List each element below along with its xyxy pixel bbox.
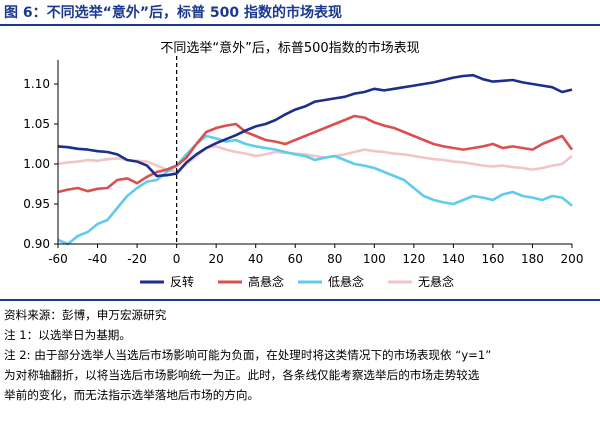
source-note: 资料来源：彭博，申万宏源研究 bbox=[4, 308, 167, 322]
x-tick-label: 0 bbox=[173, 252, 181, 266]
y-tick-label: 0.95 bbox=[23, 197, 50, 211]
figure-header: 图 6：不同选举“意外”后，标普 500 指数的市场表现 bbox=[0, 0, 600, 26]
chart-title: 不同选举“意外”后，标普500指数的市场表现 bbox=[160, 40, 419, 56]
note-1: 注 1：以选举日为基期。 bbox=[4, 328, 131, 342]
note-2-line-3: 举前的变化，而无法指示选举落地后市场的方向。 bbox=[4, 388, 260, 402]
axes: 0.90 0.95 1.00 1.05 1.10 -60 -40 -20 0 20 40 60 80 10… bbox=[23, 60, 583, 266]
legend-label-0: 反转 bbox=[170, 274, 194, 289]
x-tick-label: 60 bbox=[288, 252, 303, 266]
x-tick-label: 180 bbox=[521, 252, 544, 266]
x-tick-label: 20 bbox=[209, 252, 224, 266]
x-tick-label: 140 bbox=[442, 252, 465, 266]
series-line-3 bbox=[57, 145, 573, 174]
x-tick-label: 100 bbox=[363, 252, 386, 266]
x-tick-label: -20 bbox=[127, 252, 147, 266]
line-chart: 不同选举“意外”后，标普500指数的市场表现 0.90 0.95 1.00 1.05 1… bbox=[23, 40, 583, 289]
title-rule bbox=[0, 24, 600, 26]
series-line-2 bbox=[57, 134, 573, 246]
x-tick-label: 80 bbox=[327, 252, 342, 266]
x-tick-label: 160 bbox=[481, 252, 504, 266]
x-tick-label: 120 bbox=[402, 252, 425, 266]
series-line-0 bbox=[57, 73, 573, 178]
series-line-1 bbox=[57, 114, 574, 194]
notes: 资料来源：彭博，申万宏源研究 注 1：以选举日为基期。 注 2: 由于部分选举人… bbox=[4, 305, 596, 405]
plot-area bbox=[57, 56, 574, 246]
x-tick-label: -60 bbox=[48, 252, 68, 266]
legend-label-2: 低悬念 bbox=[328, 274, 364, 289]
note-2-line-1: 注 2: 由于部分选举人当选后市场影响可能为负面，在处理时将这类情况下的市场表现… bbox=[4, 348, 492, 362]
legend-label-1: 高悬念 bbox=[248, 274, 284, 289]
figure-title: 图 6：不同选举“意外”后，标普 500 指数的市场表现 bbox=[4, 5, 342, 21]
y-tick-label: 0.90 bbox=[23, 237, 50, 251]
bottom-rule bbox=[0, 299, 600, 301]
x-tick-label: 200 bbox=[561, 252, 584, 266]
legend-label-3: 无悬念 bbox=[418, 274, 454, 289]
legend: 反转 高悬念 低悬念 无悬念 bbox=[140, 274, 454, 289]
note-2-line-2: 为对称轴翻折，以将当选后市场影响统一为正。此时，各条线仅能考察选举后的市场走势较… bbox=[4, 368, 480, 382]
x-tick-label: -40 bbox=[88, 252, 108, 266]
y-tick-label: 1.10 bbox=[23, 77, 50, 91]
y-tick-label: 1.05 bbox=[23, 117, 50, 131]
y-tick-label: 1.00 bbox=[23, 157, 50, 171]
x-tick-label: 40 bbox=[248, 252, 263, 266]
